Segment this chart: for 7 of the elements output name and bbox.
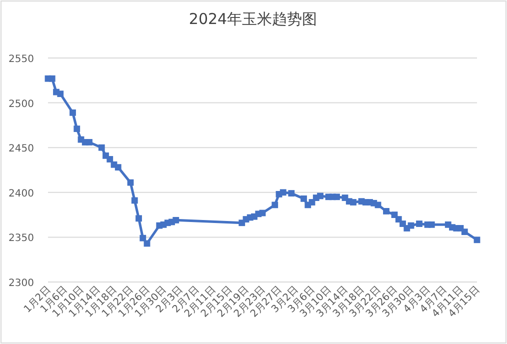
y-tick-label: 2400 bbox=[8, 188, 34, 200]
y-tick-label: 2350 bbox=[8, 233, 34, 244]
y-tick-label: 2550 bbox=[8, 54, 34, 65]
y-tick-label: 2300 bbox=[8, 278, 34, 289]
chart-title: 2024年玉米趋势图 bbox=[188, 10, 318, 28]
y-tick-label: 2450 bbox=[8, 144, 34, 155]
y-tick-label: 2500 bbox=[8, 98, 34, 110]
